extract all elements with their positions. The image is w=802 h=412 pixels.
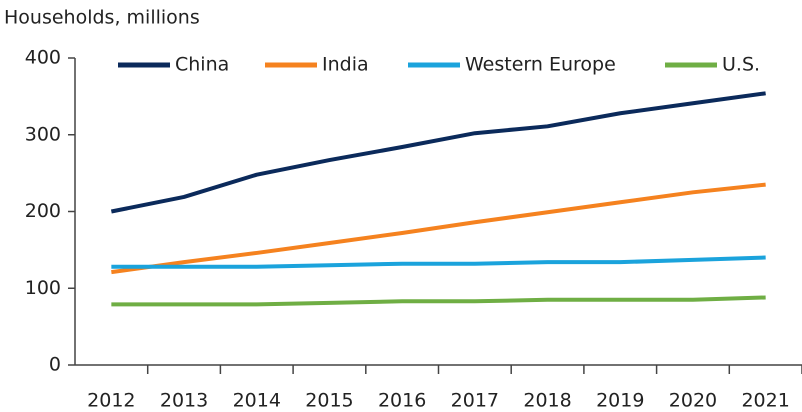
x-tick-label: 2012 [87, 390, 135, 412]
x-tick-label: 2019 [596, 390, 644, 412]
series-line [111, 295, 766, 307]
x-tick-label: 2020 [669, 390, 717, 412]
series-line [111, 255, 766, 269]
y-tick-label: 200 [25, 200, 61, 222]
legend-label: U.S. [722, 54, 760, 76]
x-tick-label: 2017 [451, 390, 499, 412]
y-tick-label: 0 [49, 354, 61, 376]
legend-label: Western Europe [465, 54, 616, 76]
x-tick-label: 2013 [160, 390, 208, 412]
x-tick-label: 2021 [741, 390, 789, 412]
legend-label: China [175, 54, 229, 76]
series-line [111, 182, 766, 275]
y-tick-label: 400 [25, 47, 61, 69]
series-line [110, 91, 766, 214]
x-tick-label: 2015 [305, 390, 353, 412]
y-tick-label: 300 [25, 123, 61, 145]
x-tick-label: 2016 [378, 390, 426, 412]
axis-title: Households, millions [4, 7, 200, 29]
x-tick-label: 2018 [523, 390, 571, 412]
y-tick-label: 100 [25, 277, 61, 299]
x-tick-label: 2014 [233, 390, 281, 412]
legend-label: India [322, 54, 369, 76]
